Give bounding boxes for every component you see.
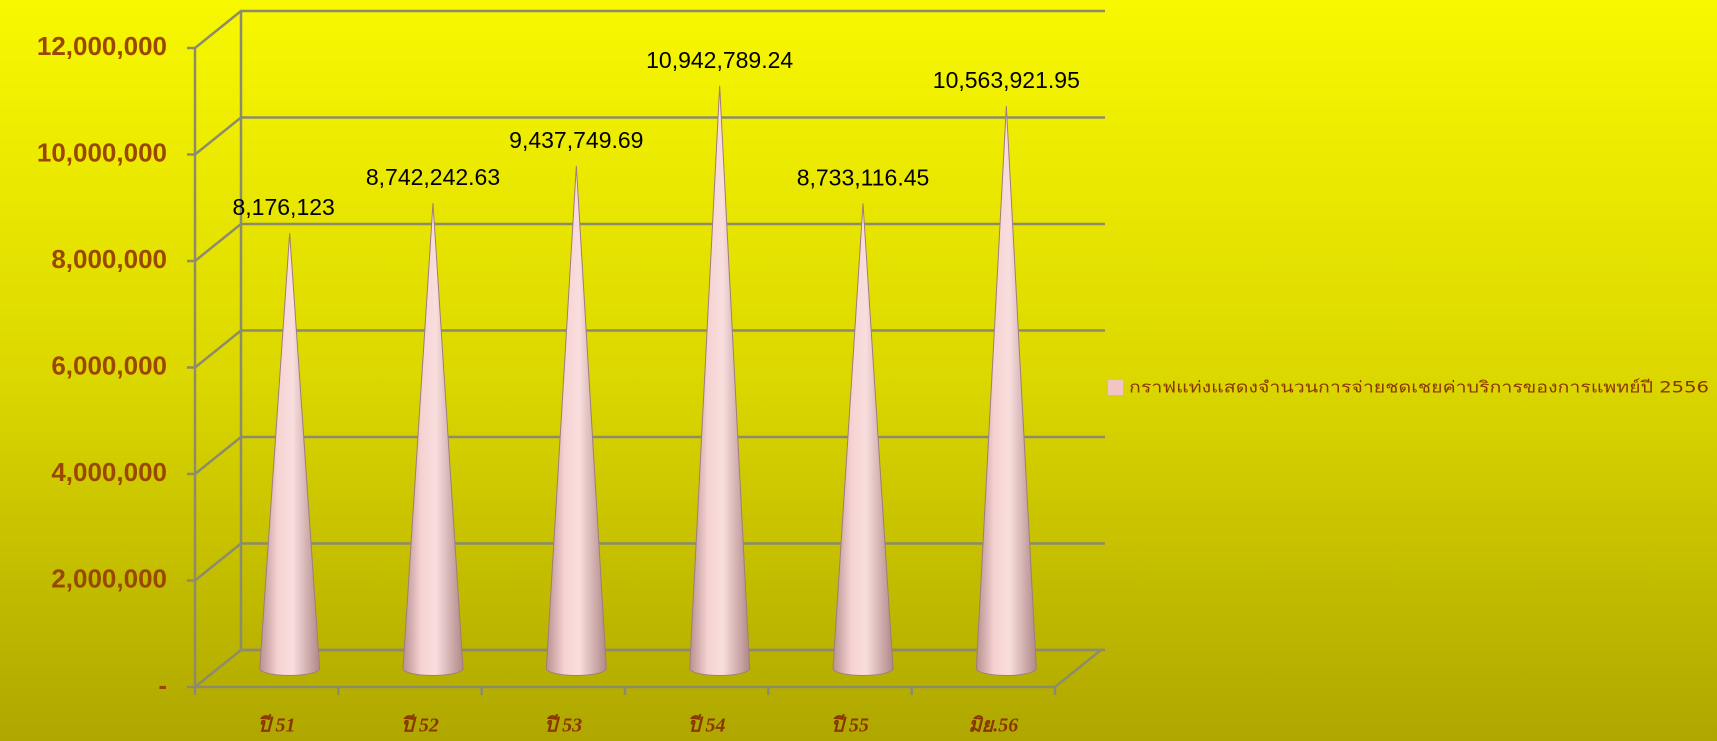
- grid-line: [194, 435, 1105, 475]
- data-label: 10,942,789.24: [646, 47, 793, 73]
- grid-line: [194, 222, 1105, 262]
- x-tick-label: ปี 51: [258, 714, 296, 737]
- x-tick-label: ปี 52: [401, 714, 439, 737]
- legend-label: กราฟแท่งแสดงจำนวนการจ่ายชดเชยค่าบริการขอ…: [1129, 378, 1709, 397]
- y-tick-label: 8,000,000: [51, 244, 167, 274]
- legend-swatch: [1108, 380, 1123, 395]
- x-tick-label: ปี 54: [688, 714, 726, 737]
- grid-line: [194, 116, 1105, 156]
- y-tick-label: 4,000,000: [51, 457, 167, 487]
- bar: [545, 165, 607, 676]
- x-tick-label: ปี 55: [831, 714, 869, 737]
- y-tick-label: 6,000,000: [51, 350, 167, 380]
- data-label: 8,733,116.45: [797, 165, 930, 191]
- bar: [259, 233, 321, 676]
- grid-line: [194, 329, 1105, 369]
- y-tick-label: 12,000,000: [37, 31, 167, 61]
- data-label: 9,437,749.69: [509, 127, 643, 153]
- bar: [689, 85, 751, 676]
- data-label: 8,176,123: [233, 194, 335, 220]
- y-tick-label: 10,000,000: [37, 137, 167, 167]
- data-label: 8,742,242.63: [366, 164, 500, 190]
- data-label: 10,563,921.95: [933, 67, 1080, 93]
- y-tick-label: 2,000,000: [51, 563, 167, 593]
- x-tick-label: ปี 53: [544, 714, 582, 737]
- bar: [975, 105, 1037, 676]
- x-tick-label: มิย.56: [968, 715, 1018, 737]
- grid-line: [194, 542, 1105, 582]
- y-tick-label: -: [158, 670, 167, 700]
- grid-line: [194, 9, 1105, 49]
- grid-line: [194, 648, 1105, 688]
- bar: [832, 203, 894, 676]
- bar: [402, 202, 464, 676]
